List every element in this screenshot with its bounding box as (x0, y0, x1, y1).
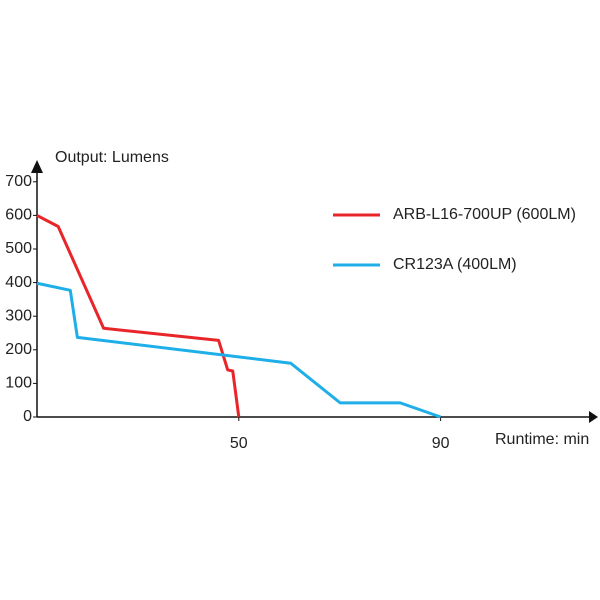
legend-label: CR123A (400LM) (393, 256, 517, 273)
y-axis-label: Output: Lumens (55, 149, 169, 166)
x-tick-label: 90 (432, 435, 450, 452)
y-tick-label: 200 (5, 341, 32, 358)
y-tick-label: 500 (5, 240, 32, 257)
y-tick-label: 0 (23, 408, 32, 425)
y-tick-label: 300 (5, 307, 32, 324)
y-tick-label: 100 (5, 375, 32, 392)
x-axis-arrow (589, 411, 598, 423)
y-tick-label: 700 (5, 173, 32, 190)
x-tick-label: 50 (230, 435, 248, 452)
series-line (36, 214, 241, 418)
y-axis-arrow (31, 160, 43, 173)
x-axis-label: Runtime: min (495, 431, 589, 448)
legend-label: ARB-L16-700UP (600LM) (393, 206, 576, 223)
series-line (36, 281, 442, 419)
y-tick-label: 600 (5, 207, 32, 224)
y-tick-label: 400 (5, 274, 32, 291)
